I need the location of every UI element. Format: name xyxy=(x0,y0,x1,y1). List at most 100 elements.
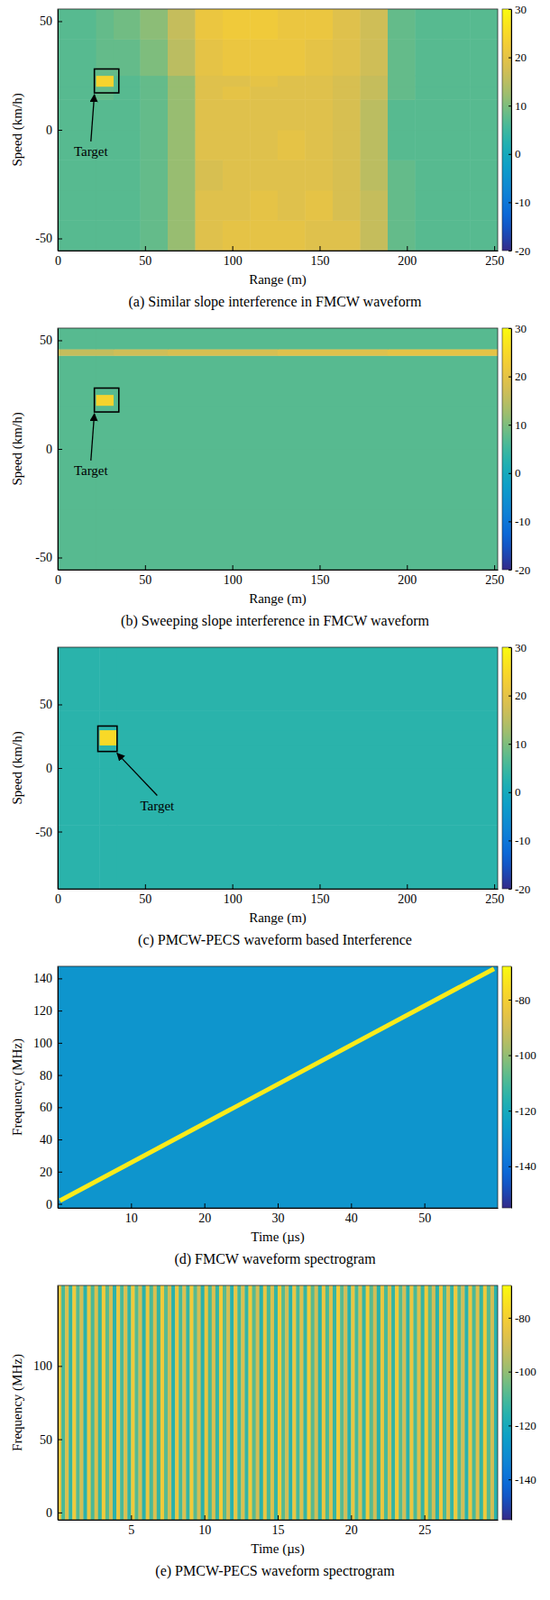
heat-cell xyxy=(113,75,141,87)
axis: -20-100102030 xyxy=(508,321,531,578)
heat-cell xyxy=(387,348,498,357)
annotation-box xyxy=(98,725,118,752)
heat-cell xyxy=(380,1285,385,1521)
heat-cell xyxy=(167,328,278,350)
heat-cell xyxy=(277,39,306,77)
heat-cell xyxy=(240,1285,245,1521)
heat-cell xyxy=(329,1285,333,1521)
heat-cell xyxy=(222,1285,227,1521)
tick: -50 xyxy=(35,825,63,840)
tick: 50 xyxy=(138,884,152,907)
tick-mark xyxy=(319,565,321,570)
plot-area xyxy=(57,9,498,251)
heat-cell xyxy=(250,100,279,131)
heat-cell xyxy=(360,220,389,252)
heat-cell xyxy=(167,129,196,161)
tick: 80 xyxy=(39,1069,63,1083)
tick: 250 xyxy=(485,246,505,268)
heat-cell xyxy=(208,1285,212,1521)
heat-cell xyxy=(277,711,388,732)
tick-mark xyxy=(57,1172,63,1174)
heat-cell xyxy=(494,1285,498,1521)
tick-label: 10 xyxy=(514,418,527,432)
heat-cell xyxy=(146,1285,150,1521)
heat-cell xyxy=(195,190,224,221)
heat-cell xyxy=(318,1285,322,1521)
heat-cell xyxy=(266,1285,271,1521)
plot-frame xyxy=(57,966,498,1209)
heat-cell xyxy=(72,1285,76,1521)
heat-cell xyxy=(112,1285,117,1521)
heat-cell xyxy=(277,75,306,87)
tick-label: 0 xyxy=(55,254,62,268)
heat-cell xyxy=(250,39,279,77)
tick-label: 30 xyxy=(514,2,527,17)
tick-mark xyxy=(508,1110,512,1112)
heat-cell xyxy=(470,190,499,221)
heat-cell xyxy=(195,220,224,252)
tick-label: 200 xyxy=(397,254,417,268)
tick-label: 150 xyxy=(310,573,330,587)
heat-cell xyxy=(259,1285,264,1521)
tick: 30 xyxy=(272,1203,285,1226)
heat-cell xyxy=(428,1285,432,1521)
tick-mark xyxy=(57,129,63,131)
heat-cell xyxy=(96,9,115,40)
heat-cell xyxy=(113,348,168,357)
heat-cell xyxy=(160,1285,165,1521)
heat-cell xyxy=(347,1285,351,1521)
heat-cell xyxy=(387,1285,392,1521)
heat-cell xyxy=(360,86,389,101)
heat-cell xyxy=(305,100,334,131)
heat-cell xyxy=(483,1285,487,1521)
plot-area xyxy=(57,966,498,1209)
heat-cell xyxy=(96,190,115,221)
heat-cell xyxy=(222,39,251,77)
tick: 100 xyxy=(223,246,243,268)
tick-mark xyxy=(508,569,512,571)
tick: 25 xyxy=(418,1515,431,1538)
heat-cell xyxy=(140,100,169,131)
heat-cell xyxy=(222,86,251,101)
axis-line xyxy=(58,1520,499,1522)
tick-mark xyxy=(494,884,495,890)
heat-cell xyxy=(277,355,388,395)
tick-label: 100 xyxy=(33,1036,53,1051)
heat-cell xyxy=(123,1285,128,1521)
heat-cell xyxy=(96,160,115,192)
heat-cell xyxy=(387,405,498,450)
tick-mark xyxy=(508,328,512,330)
tick-mark xyxy=(508,1479,512,1481)
heat-cell xyxy=(250,220,279,252)
tick-mark xyxy=(406,565,408,570)
annotation-box xyxy=(94,69,120,94)
tick-label: 100 xyxy=(223,892,243,907)
heat-cell xyxy=(415,39,444,77)
heat-cell xyxy=(57,745,101,770)
tick-mark xyxy=(319,884,321,890)
heat-cell xyxy=(215,1285,220,1521)
heat-cell xyxy=(113,190,141,221)
tick-mark xyxy=(406,246,408,251)
heat-cell xyxy=(391,1285,395,1521)
heat-cell xyxy=(174,1285,179,1521)
tick-mark xyxy=(277,1515,279,1521)
heat-cell xyxy=(204,1285,209,1521)
heat-cell xyxy=(105,1285,110,1521)
heat-cell xyxy=(332,129,361,161)
tick: -140 xyxy=(508,1473,537,1487)
tick-mark xyxy=(508,792,512,794)
heat-cell xyxy=(119,1285,124,1521)
heat-cell xyxy=(167,647,278,712)
heat-cell xyxy=(117,825,169,890)
heat-cell xyxy=(222,220,251,252)
heat-cell xyxy=(387,355,498,395)
heat-cell xyxy=(57,355,97,395)
heat-cell xyxy=(185,1285,190,1521)
tick: 100 xyxy=(223,565,243,587)
heat-cell xyxy=(415,160,444,192)
heat-cell xyxy=(142,1285,147,1521)
heat-cell xyxy=(332,1285,337,1521)
heat-cell xyxy=(57,825,101,890)
heat-cell xyxy=(113,100,141,131)
